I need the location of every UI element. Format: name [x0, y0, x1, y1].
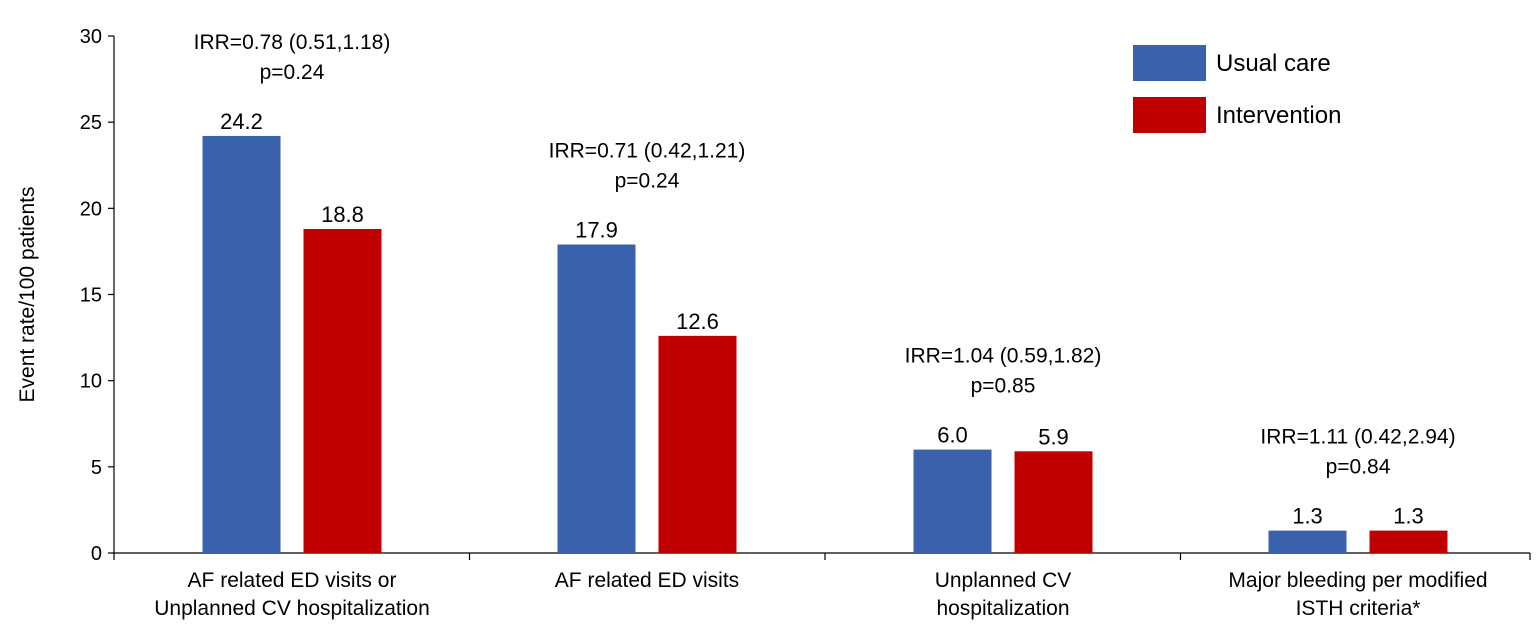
bar-value-label: 1.3 [1393, 504, 1424, 529]
x-category-label: Unplanned CV hospitalization [935, 569, 1072, 620]
bar-value-label: 5.9 [1038, 424, 1069, 449]
bars [202, 135, 1448, 554]
irr-annotation-line: IRR=1.04 (0.59,1.82) [905, 345, 1102, 368]
y-axis-label: Event rate/100 patients [16, 187, 39, 403]
bar-value-labels: 24.2 17.9 6.0 1.3 18.8 12.6 5.9 1.3 [220, 109, 1424, 529]
x-category-label-line: AF related ED visits or [188, 569, 397, 592]
bar-usual-care [913, 449, 992, 553]
irr-annotations: IRR=0.78 (0.51,1.18) p=0.24 IRR=0.71 (0.42… [194, 31, 1456, 479]
y-tick-label: 15 [80, 285, 102, 307]
y-tick-label: 0 [91, 543, 102, 565]
legend-label: Usual care [1216, 50, 1331, 77]
legend-swatch [1133, 97, 1206, 133]
bar-value-label: 24.2 [220, 109, 263, 134]
x-category-label-line: Major bleeding per modified [1228, 569, 1487, 592]
y-tick-label: 5 [91, 457, 102, 479]
x-category-label-line: hospitalization [936, 597, 1069, 620]
irr-annotation-line: IRR=1.11 (0.42,2.94) [1260, 426, 1455, 449]
irr-annotation-line: p=0.84 [1326, 456, 1391, 479]
legend-swatch [1133, 45, 1206, 81]
y-tick-label: 25 [80, 112, 102, 134]
x-category-label-line: ISTH criteria* [1296, 597, 1421, 620]
y-tick-label: 10 [80, 371, 102, 393]
bar-value-label: 17.9 [575, 218, 618, 243]
irr-annotation-line: p=0.24 [615, 170, 680, 193]
bar-intervention [658, 335, 737, 553]
x-category-label-line: Unplanned CV [935, 569, 1072, 592]
bar-intervention [1369, 530, 1448, 553]
x-axis: AF related ED visits or Unplanned CV hosp… [113, 552, 1531, 620]
y-tick-label: 30 [80, 26, 102, 48]
x-category-label: AF related ED visits or Unplanned CV hosp… [154, 569, 430, 620]
x-category-label: Major bleeding per modified ISTH criteria… [1228, 569, 1487, 620]
x-category-label: AF related ED visits [555, 569, 739, 592]
bar-value-label: 1.3 [1292, 504, 1323, 529]
irr-annotation-line: IRR=0.71 (0.42,1.21) [549, 140, 746, 163]
y-axis: 0 5 10 15 20 25 30 [80, 26, 115, 565]
y-tick-label: 20 [80, 198, 102, 220]
x-category-label-line: AF related ED visits [555, 569, 739, 592]
bar-intervention [1014, 451, 1093, 553]
legend: Usual care Intervention [1133, 45, 1341, 133]
irr-annotation-line: p=0.24 [260, 61, 325, 84]
irr-annotation-line: p=0.85 [971, 375, 1036, 398]
x-category-label-line: Unplanned CV hospitalization [154, 597, 430, 620]
bar-value-label: 12.6 [676, 309, 719, 334]
bar-value-label: 18.8 [321, 202, 364, 227]
legend-label: Intervention [1216, 102, 1341, 129]
bar-value-label: 6.0 [937, 423, 968, 448]
irr-annotation-line: IRR=0.78 (0.51,1.18) [194, 31, 391, 54]
bar-usual-care [1268, 530, 1347, 553]
bar-intervention [303, 229, 382, 553]
bar-usual-care [557, 244, 636, 554]
bar-usual-care [202, 135, 281, 553]
